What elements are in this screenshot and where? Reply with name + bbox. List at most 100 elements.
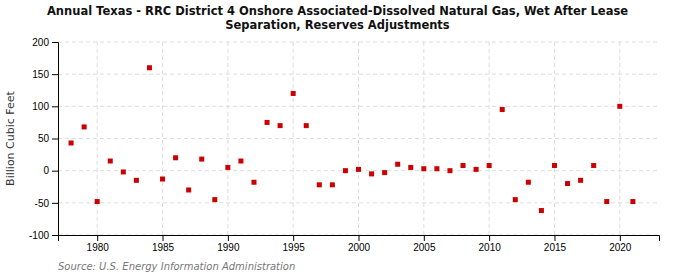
x-tick: 2020 — [609, 235, 632, 253]
point — [395, 162, 400, 167]
y-tick-mark — [52, 74, 58, 75]
x-tick-mark — [554, 235, 555, 241]
y-tick-label: 50 — [38, 133, 50, 144]
title-line: Separation, Reserves Adjustments — [225, 18, 450, 32]
y-tick-label: 150 — [32, 69, 49, 80]
y-axis-label: Billion Cubic Feet — [4, 90, 17, 185]
point — [565, 181, 570, 186]
x-tick: 1985 — [152, 235, 175, 253]
x-tick: 1980 — [87, 235, 110, 253]
x-tick: 2000 — [348, 235, 371, 253]
source-note: Source: U.S. Energy Information Administ… — [58, 261, 295, 272]
x-grid-line — [423, 42, 424, 235]
plot-area: 198019851990199520002005201020152020-100… — [29, 37, 660, 253]
y-tick-label: 200 — [32, 37, 49, 48]
point — [356, 167, 361, 172]
point — [108, 159, 113, 164]
point — [82, 124, 87, 129]
point — [552, 163, 557, 168]
y-tick-label: 100 — [32, 101, 49, 112]
x-tick-mark — [293, 235, 294, 241]
point — [121, 169, 126, 174]
point — [343, 168, 348, 173]
y-tick: 100 — [32, 101, 58, 112]
x-tick-label: 1985 — [152, 242, 175, 253]
x-tick: 2015 — [544, 235, 567, 253]
point — [578, 178, 583, 183]
x-grid-line — [293, 42, 294, 235]
point — [513, 197, 518, 202]
x-grid-line — [619, 42, 620, 235]
x-tick-label: 1995 — [283, 242, 306, 253]
point — [408, 165, 413, 170]
x-tick-mark — [424, 235, 425, 241]
y-tick-label: -50 — [35, 198, 50, 209]
chart: 198019851990199520002005201020152020-100… — [0, 0, 675, 275]
x-tick-label: 2005 — [413, 242, 436, 253]
x-tick-mark — [620, 235, 621, 241]
points — [69, 65, 636, 213]
y-tick: 50 — [38, 133, 58, 144]
x-tick-mark — [228, 235, 229, 241]
y-tick-mark — [52, 203, 58, 204]
x-grid-line — [227, 42, 228, 235]
point — [447, 168, 452, 173]
x-tick-mark — [489, 235, 490, 241]
point — [251, 180, 256, 185]
y-tick-mark — [52, 106, 58, 107]
x-grid-line — [162, 42, 163, 235]
x-tick-label: 2010 — [479, 242, 502, 253]
y-tick-mark — [52, 171, 58, 172]
point — [304, 123, 309, 128]
point — [526, 180, 531, 185]
y-tick: 150 — [32, 69, 58, 80]
point — [291, 91, 296, 96]
point — [173, 155, 178, 160]
point — [604, 199, 609, 204]
point — [278, 123, 283, 128]
x-grid-line — [358, 42, 359, 235]
y-tick-label: -100 — [29, 230, 49, 241]
point — [186, 187, 191, 192]
point — [500, 107, 505, 112]
y-tick: 0 — [43, 165, 58, 176]
x-tick-label: 2020 — [609, 242, 632, 253]
point — [212, 197, 217, 202]
point — [382, 170, 387, 175]
x-tick-label: 1980 — [87, 242, 110, 253]
point — [95, 199, 100, 204]
point — [238, 159, 243, 164]
point — [474, 167, 479, 172]
x-tick-label: 2000 — [348, 242, 371, 253]
x-grid-line — [554, 42, 555, 235]
point — [461, 163, 466, 168]
point — [434, 166, 439, 171]
point — [617, 104, 622, 109]
x-tick: 2005 — [413, 235, 436, 253]
y-axis: -100 -50 0 50 100 150 200 — [29, 37, 59, 241]
y-tick-mark — [52, 42, 58, 43]
point — [630, 199, 635, 204]
x-tick-mark — [163, 235, 164, 241]
x-tick-mark — [359, 235, 360, 241]
point — [225, 165, 230, 170]
point — [134, 178, 139, 183]
point — [421, 166, 426, 171]
y-tick-mark — [52, 235, 58, 236]
x-tick-label: 2015 — [544, 242, 567, 253]
x-tick-label: 1990 — [217, 242, 240, 253]
y-tick: -50 — [35, 198, 58, 209]
title: Annual Texas - RRC District 4 Onshore As… — [47, 4, 628, 32]
y-tick: -100 — [29, 230, 58, 241]
y-tick-label: 0 — [43, 165, 49, 176]
point — [369, 171, 374, 176]
x-grid-line — [97, 42, 98, 235]
point — [160, 177, 165, 182]
point — [147, 65, 152, 70]
y-axis-line — [52, 43, 59, 236]
title-line: Annual Texas - RRC District 4 Onshore As… — [47, 4, 628, 18]
x-tick: 2010 — [479, 235, 502, 253]
point — [539, 208, 544, 213]
x-tick-mark — [97, 235, 98, 241]
grid — [58, 42, 659, 235]
